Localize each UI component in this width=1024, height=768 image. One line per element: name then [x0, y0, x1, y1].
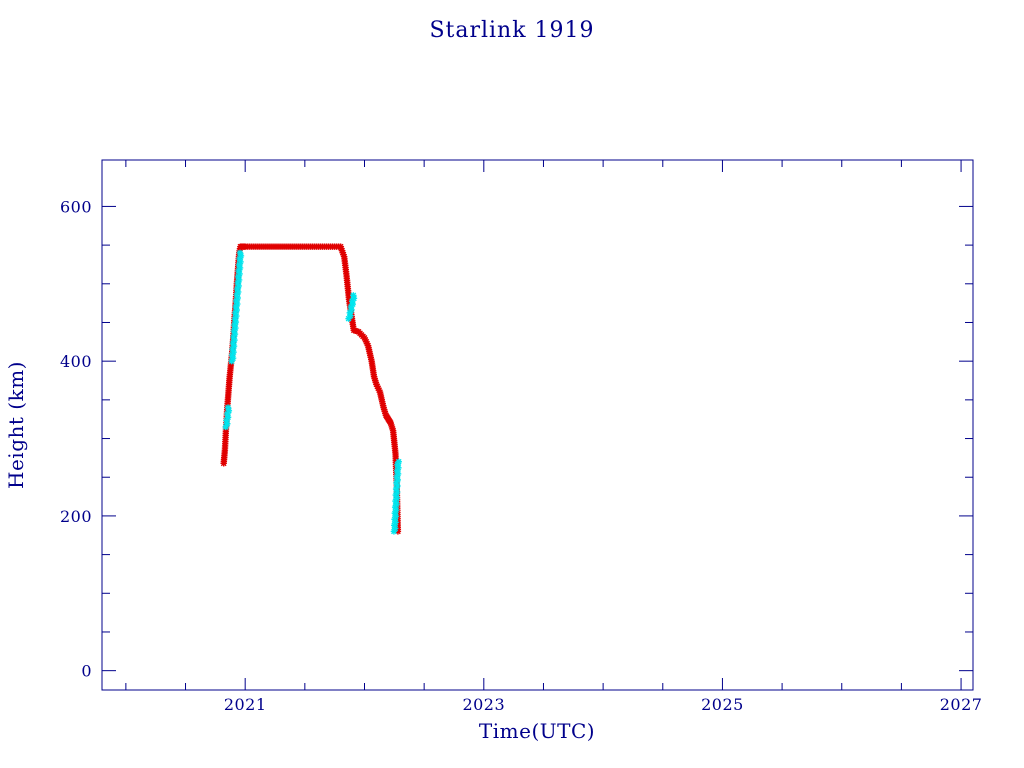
highlight-point-3-23	[395, 458, 402, 465]
plot-frame	[101, 159, 974, 691]
series-line-group	[223, 246, 399, 532]
series-line	[223, 246, 399, 532]
y-tick-label-0: 0	[81, 662, 92, 681]
highlight-point-1-36	[236, 249, 244, 257]
highlight-point-0-6	[224, 404, 232, 411]
x-tick-label-2027: 2027	[940, 695, 983, 714]
x-axis-tick-labels: 2021 2023 2025 2027	[224, 695, 983, 714]
y-axis-tick-labels: 0 200 400 600	[60, 197, 92, 680]
x-axis-label: Time(UTC)	[479, 719, 595, 743]
plot-area	[101, 159, 974, 691]
y-axis-label: Height (km)	[4, 361, 28, 489]
series-points-group	[220, 243, 402, 535]
x-axis-ticks	[125, 160, 962, 690]
y-tick-label-600: 600	[60, 197, 92, 216]
y-axis-ticks	[102, 205, 973, 672]
chart-title: Starlink 1919	[429, 18, 594, 43]
x-tick-label-2021: 2021	[224, 695, 267, 714]
highlight-point-2-8	[350, 292, 357, 299]
x-tick-label-2025: 2025	[701, 695, 744, 714]
y-tick-label-200: 200	[60, 507, 92, 526]
y-tick-label-400: 400	[60, 352, 92, 371]
x-tick-label-2023: 2023	[462, 695, 505, 714]
highlight-point-3-18	[393, 473, 400, 481]
highlight-points-group	[222, 249, 402, 535]
